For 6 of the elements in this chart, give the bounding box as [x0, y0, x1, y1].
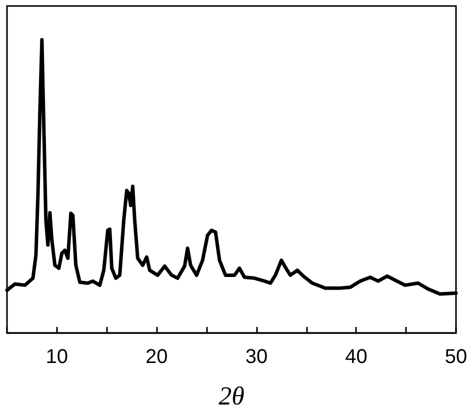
x-tick-label: 10: [46, 346, 68, 368]
x-tick-label: 40: [345, 346, 368, 368]
x-tick-label: 30: [245, 346, 268, 368]
x-axis-title: 2θ: [218, 382, 245, 410]
x-tick-label: 50: [444, 346, 468, 368]
x-tick-label: 20: [146, 346, 168, 368]
